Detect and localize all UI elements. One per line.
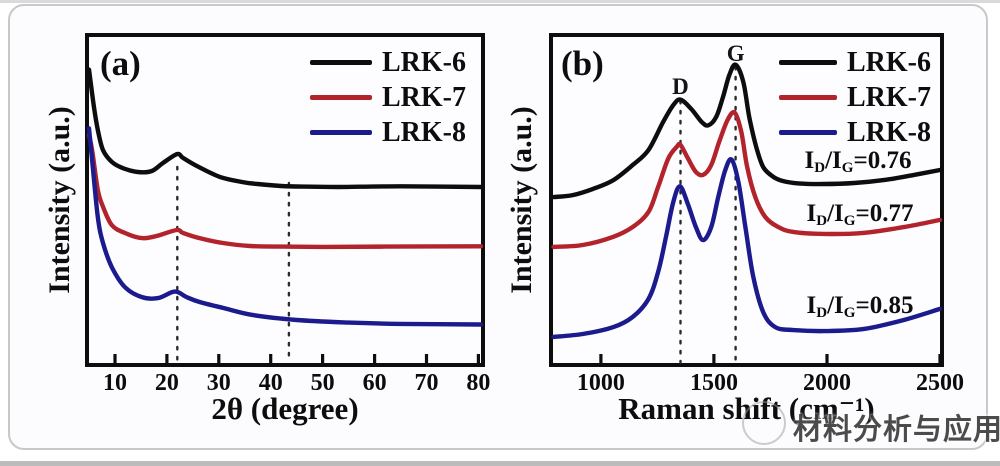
curve-LRK-7 bbox=[86, 132, 484, 250]
page-edge-top bbox=[0, 0, 1000, 3]
legend-item-LRK-6: LRK-6 bbox=[310, 45, 466, 80]
id-ig-ratio-annotation-1: ID/IG=0.77 bbox=[806, 200, 914, 229]
plot-border-a bbox=[85, 33, 485, 367]
xrd-plot bbox=[86, 67, 484, 365]
legend-line-swatch bbox=[779, 60, 837, 65]
x-tick-label: 1500 bbox=[689, 370, 738, 396]
watermark: 材料分析与应用 bbox=[740, 398, 1000, 450]
legend-item-LRK-8: LRK-8 bbox=[310, 115, 466, 150]
legend-line-swatch bbox=[310, 95, 372, 100]
legend-line-swatch bbox=[310, 60, 372, 65]
legend-item-LRK-8: LRK-8 bbox=[779, 115, 931, 150]
legend-b: LRK-6 LRK-7 LRK-8 bbox=[779, 45, 931, 150]
x-tick-label: 60 bbox=[362, 370, 387, 396]
x-tick-label: 2500 bbox=[916, 370, 964, 396]
id-ig-ratio-annotation-0: ID/IG=0.76 bbox=[804, 147, 912, 176]
legend-line-swatch bbox=[779, 95, 837, 100]
legend-line-swatch bbox=[310, 130, 372, 135]
legend-label: LRK-8 bbox=[847, 116, 931, 148]
curve-LRK-6 bbox=[551, 62, 943, 200]
x-tick-label: 20 bbox=[154, 370, 179, 396]
raman-plot bbox=[551, 62, 943, 365]
watermark-circle-logo-icon bbox=[742, 401, 786, 445]
x-tick-label: 40 bbox=[258, 370, 283, 396]
panel-label-a: (a) bbox=[100, 44, 141, 83]
legend-label: LRK-7 bbox=[847, 81, 931, 113]
curve-LRK-8 bbox=[86, 126, 484, 327]
x-tick-label: 30 bbox=[206, 370, 231, 396]
legend-item-LRK-6: LRK-6 bbox=[779, 45, 931, 80]
page-edge-bottom bbox=[0, 461, 1000, 466]
x-tick-label: 50 bbox=[310, 370, 335, 396]
legend-line-swatch bbox=[779, 130, 837, 135]
watermark-text: 材料分析与应用 bbox=[793, 414, 1000, 446]
x-tick-label: 2000 bbox=[802, 370, 851, 396]
x-tick-label: 10 bbox=[102, 370, 127, 396]
id-ig-ratio-annotation-2: ID/IG=0.85 bbox=[806, 292, 914, 321]
curve-LRK-8 bbox=[551, 157, 943, 340]
legend-item-LRK-7: LRK-7 bbox=[310, 80, 466, 115]
legend-label: LRK-6 bbox=[847, 46, 931, 78]
panel-label-b: (b) bbox=[561, 44, 604, 83]
peak-label-G: G bbox=[726, 41, 745, 66]
x-tick-label: 1000 bbox=[576, 370, 625, 396]
legend-label: LRK-8 bbox=[382, 116, 466, 148]
x-tick-label: 70 bbox=[414, 370, 439, 396]
legend-label: LRK-6 bbox=[382, 46, 466, 78]
x-tick-label: 80 bbox=[466, 370, 491, 396]
y-axis-title-a: Intensity (a.u.) bbox=[43, 106, 76, 294]
legend-a: LRK-6 LRK-7 LRK-8 bbox=[310, 45, 466, 150]
peak-label-D: D bbox=[672, 74, 689, 99]
x-axis-title-a: 2θ (degree) bbox=[211, 391, 359, 426]
curve-LRK-6 bbox=[86, 67, 484, 190]
legend-item-LRK-7: LRK-7 bbox=[779, 80, 931, 115]
legend-label: LRK-7 bbox=[382, 81, 466, 113]
y-axis-title-b: Intensity (a.u.) bbox=[505, 106, 538, 294]
curve-LRK-7 bbox=[551, 109, 943, 250]
